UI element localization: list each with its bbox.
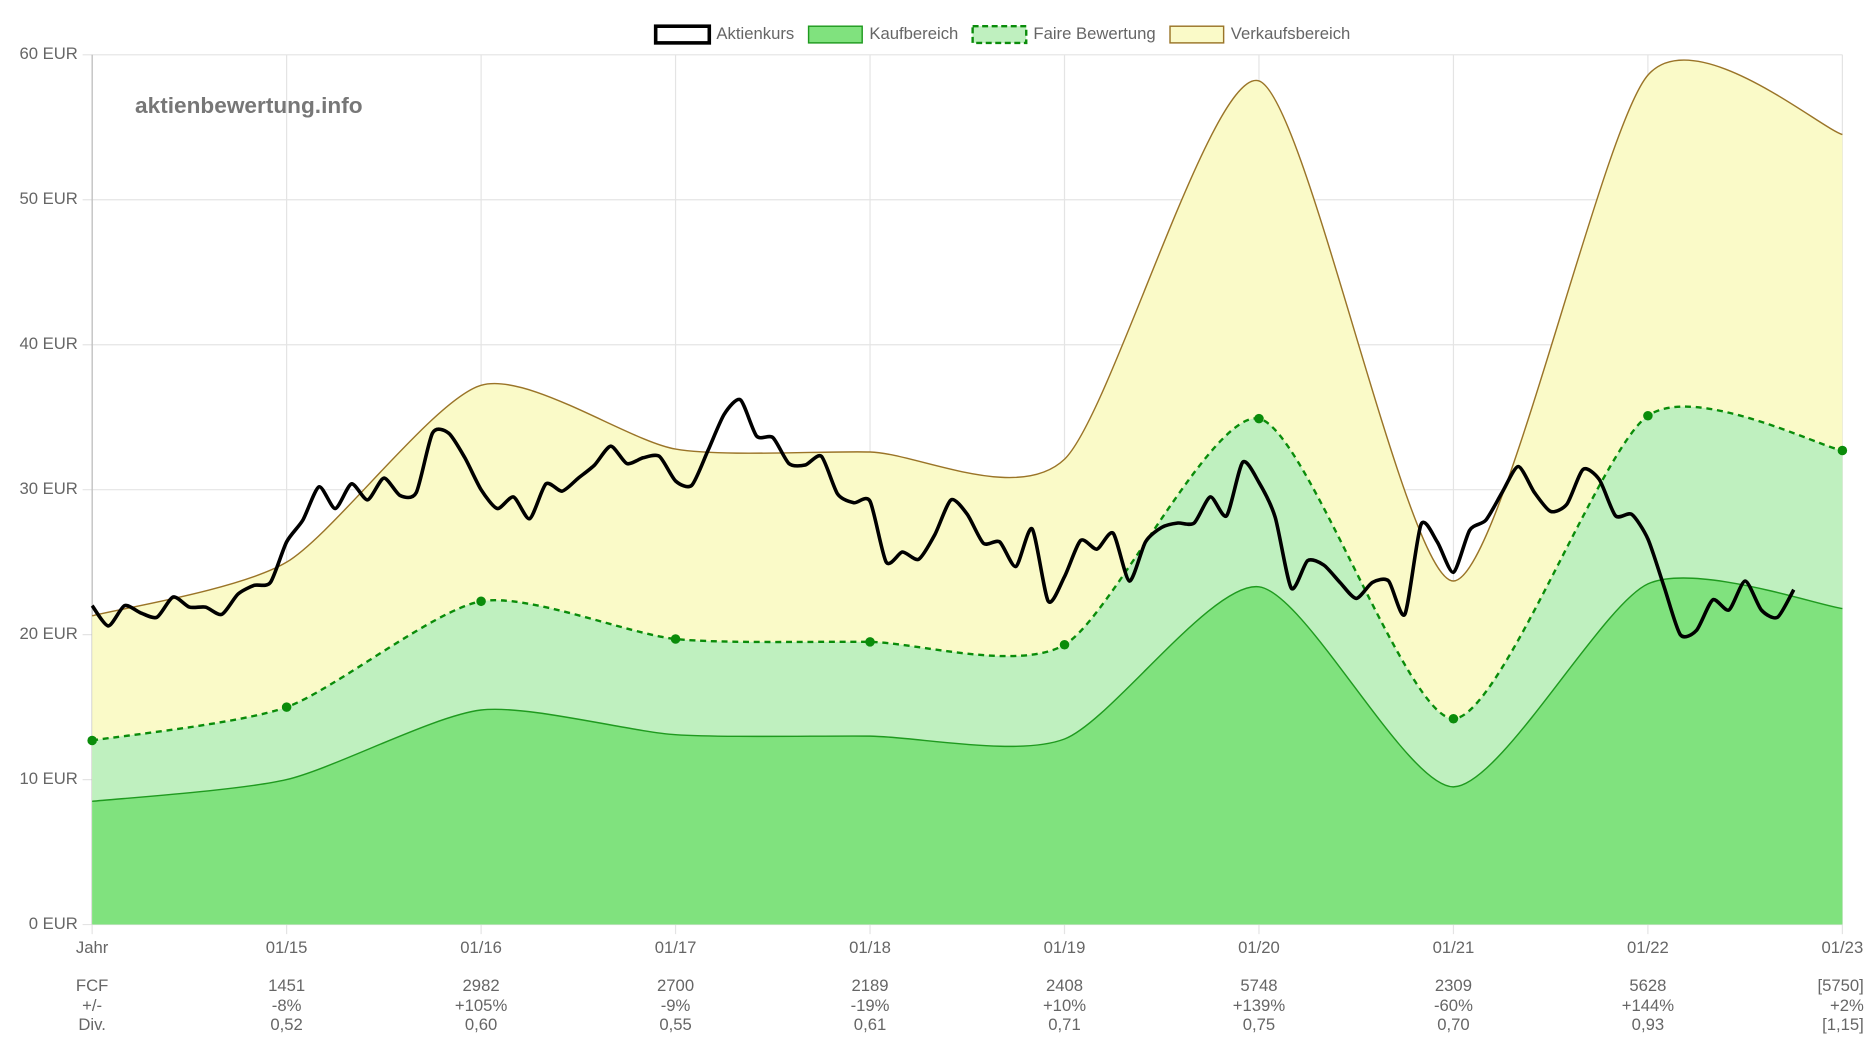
point	[1254, 413, 1264, 424]
point	[1643, 410, 1653, 421]
table-cell: +105%	[455, 996, 508, 1015]
x-tick-label: 01/21	[1433, 938, 1475, 957]
point	[1059, 640, 1070, 650]
point	[1448, 713, 1459, 724]
y-tick-label: 10 EUR	[19, 769, 77, 788]
areas	[92, 60, 1843, 925]
y-tick-label: 30 EUR	[19, 479, 77, 498]
table-cell: +10%	[1043, 996, 1086, 1015]
area-fill	[92, 577, 1843, 925]
legend-label: Kaufbereich	[869, 24, 958, 43]
legend-swatch	[971, 25, 1028, 45]
table-cell: 0,60	[465, 1015, 497, 1034]
point	[476, 596, 486, 607]
x-tick-label: Jahr	[76, 938, 109, 957]
table-cell: 2982	[463, 976, 500, 995]
axis-labels: 0 EUR 10 EUR 20 EUR 30 EUR 40 EUR 50 EUR 60 EU…	[19, 44, 1863, 957]
x-tick-label: 01/22	[1627, 938, 1669, 957]
legend-label: Aktienkurs	[716, 24, 794, 43]
row-label: FCF	[76, 976, 108, 995]
x-tick-label: 01/18	[849, 938, 891, 957]
legend: Aktienkurs Kaufbereich Faire Bewertung Verk…	[653, 24, 1351, 45]
legend-item: Aktienkurs	[653, 24, 794, 45]
table-cell: +2%	[1830, 996, 1864, 1015]
y-tick-label: 50 EUR	[19, 189, 77, 208]
watermark: aktienbewertung.info	[135, 93, 363, 118]
table-cell: 0,75	[1243, 1015, 1275, 1034]
table-cell: 2408	[1046, 976, 1083, 995]
legend-item: Verkaufsbereich	[1169, 24, 1351, 44]
x-tick-label: 01/19	[1044, 938, 1086, 957]
table-cell: 0,61	[854, 1015, 886, 1034]
table-cell: [5750]	[1817, 976, 1863, 995]
table-cell: 0,71	[1048, 1015, 1080, 1034]
legend-label: Verkaufsbereich	[1231, 24, 1351, 43]
table-cell: 0,52	[270, 1015, 302, 1034]
x-tick-label: 01/20	[1238, 938, 1280, 957]
table-cell: 0,70	[1437, 1015, 1469, 1034]
table-cell: 5628	[1629, 976, 1666, 995]
table-cell: 2189	[851, 976, 888, 995]
price-line	[90, 397, 1796, 639]
table-cell: 2700	[657, 976, 694, 995]
row-label: Div.	[78, 1015, 105, 1034]
table-cell: -19%	[851, 996, 890, 1015]
table-cell: +144%	[1622, 996, 1675, 1015]
table-cell: -8%	[272, 996, 302, 1015]
lines	[87, 59, 1848, 803]
data-table: FCF 1451 2982 2700 2189 2408 5748 2309 5628 [5750…	[76, 976, 1864, 1034]
y-tick-label: 0 EUR	[29, 914, 78, 933]
table-cell: -60%	[1434, 996, 1473, 1015]
area-line	[92, 577, 1843, 803]
table-cell: 5748	[1240, 976, 1277, 995]
x-tick-label: 01/17	[655, 938, 697, 957]
point	[87, 735, 97, 746]
row-label: +/-	[82, 996, 102, 1015]
table-cell: 0,55	[659, 1015, 691, 1034]
legend-swatch	[653, 24, 712, 45]
legend-item: Kaufbereich	[807, 24, 958, 44]
table-cell: 2309	[1435, 976, 1472, 995]
point	[281, 702, 292, 712]
table-cell: -9%	[661, 996, 691, 1015]
table-cell: 0,93	[1632, 1015, 1664, 1034]
x-tick-label: 01/16	[460, 938, 502, 957]
area-line	[91, 59, 1843, 617]
x-tick-label: 01/15	[266, 938, 308, 957]
point	[670, 634, 681, 644]
legend-swatch	[1169, 25, 1225, 44]
point	[865, 637, 875, 647]
legend-swatch	[807, 25, 863, 44]
point	[1837, 445, 1848, 456]
legend-item: Faire Bewertung	[971, 24, 1156, 45]
y-tick-label: 40 EUR	[19, 334, 77, 353]
x-tick-label: 01/23	[1822, 938, 1864, 957]
table-cell: 1451	[268, 976, 305, 995]
legend-label: Faire Bewertung	[1033, 24, 1155, 43]
table-cell: +139%	[1233, 996, 1286, 1015]
y-tick-label: 60 EUR	[19, 44, 77, 63]
y-tick-label: 20 EUR	[19, 624, 77, 643]
table-cell: [1,15]	[1822, 1015, 1864, 1034]
